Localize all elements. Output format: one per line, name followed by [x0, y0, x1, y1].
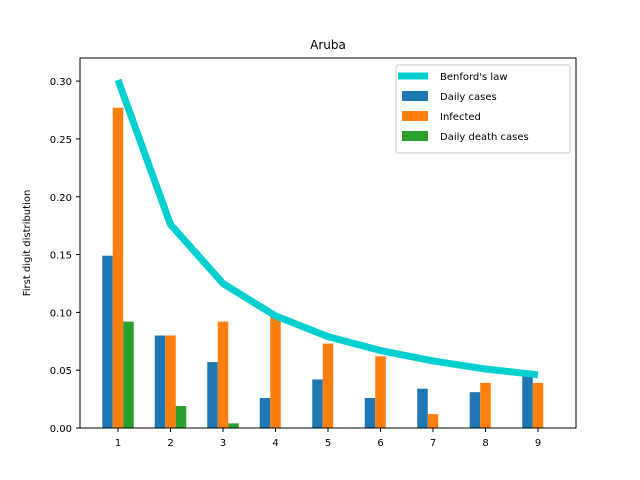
bar-infected-2 [165, 335, 176, 428]
x-tick-label-7: 7 [430, 438, 436, 449]
bar-daily-cases-1 [102, 255, 113, 428]
y-tick-label-0.25: 0.25 [50, 135, 72, 146]
legend-label-daily-cases: Daily cases [440, 92, 497, 103]
legend-label-infected: Infected [440, 112, 481, 123]
chart-marks [102, 78, 544, 428]
legend-swatch-infected [402, 111, 428, 121]
bar-daily-cases-8 [469, 392, 481, 428]
x-tick-label-9: 9 [535, 438, 541, 449]
x-axis: 1 2 3 4 5 6 7 8 9 [115, 428, 541, 449]
benford-line [114, 78, 539, 379]
y-tick-label-0.10: 0.10 [50, 308, 72, 319]
x-tick-label-8: 8 [482, 438, 488, 449]
bar-infected-9 [532, 382, 544, 428]
bar-infected-5 [322, 343, 334, 428]
bar-daily-cases-9 [522, 374, 533, 428]
bar-infected-4 [270, 317, 281, 428]
x-tick-label-2: 2 [167, 438, 173, 449]
legend-swatch-daily-death-cases [402, 131, 428, 141]
bar-daily-cases-7 [417, 388, 428, 428]
x-tick-label-3: 3 [220, 438, 226, 449]
y-tick-label-0.30: 0.30 [50, 77, 72, 88]
bar-infected-3 [217, 321, 229, 428]
legend-label-daily-death-cases: Daily death cases [440, 132, 529, 143]
bar-daily-death-cases-3 [228, 423, 239, 428]
bar-infected-1 [112, 107, 124, 428]
bar-daily-death-cases-1 [123, 321, 134, 428]
y-axis: 0.00 0.05 0.10 0.15 0.20 0.25 0.30 [50, 77, 80, 435]
x-tick-label-1: 1 [115, 438, 121, 449]
bar-daily-cases-3 [207, 362, 218, 428]
bar-infected-8 [480, 382, 491, 428]
y-tick-label-0.05: 0.05 [50, 366, 72, 377]
bar-infected-6 [375, 356, 386, 428]
x-tick-label-6: 6 [377, 438, 383, 449]
y-tick-label-0.00: 0.00 [50, 424, 72, 435]
legend-label-benford-s-law: Benford's law [440, 72, 508, 83]
x-tick-label-5: 5 [325, 438, 331, 449]
bar-infected-7 [427, 414, 439, 428]
y-tick-label-0.20: 0.20 [50, 193, 72, 204]
bar-daily-death-cases-2 [175, 406, 187, 428]
bar-daily-cases-6 [364, 397, 376, 428]
chart-title: Aruba [310, 38, 346, 52]
legend-swatch-daily-cases [402, 91, 428, 101]
bar-daily-cases-5 [312, 379, 323, 428]
x-tick-label-4: 4 [272, 438, 278, 449]
bar-daily-cases-2 [154, 335, 166, 428]
legend-box [395, 64, 571, 154]
y-axis-label: First digit distribution [22, 190, 33, 297]
bar-daily-cases-4 [259, 397, 271, 428]
legend: Benford's law Daily cases Infected Daily de… [395, 64, 571, 154]
y-tick-label-0.15: 0.15 [50, 251, 72, 262]
